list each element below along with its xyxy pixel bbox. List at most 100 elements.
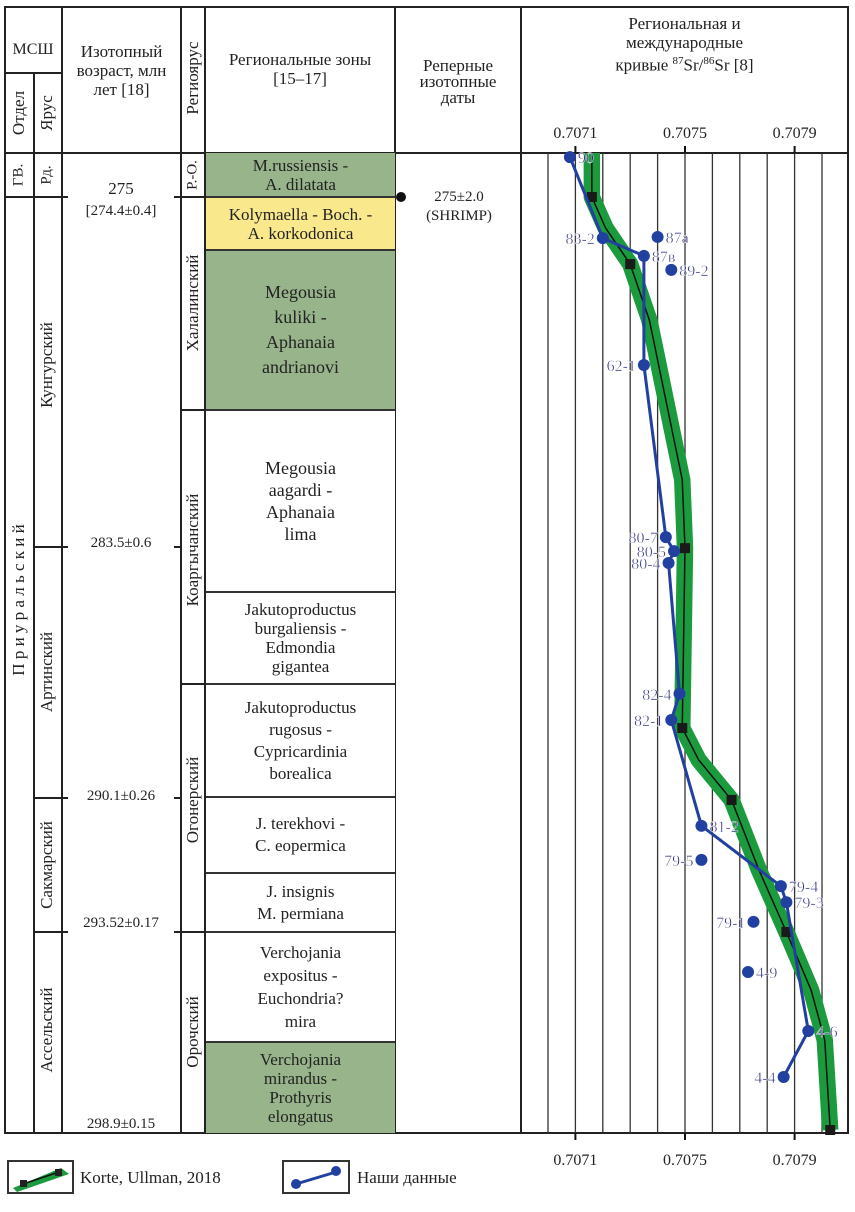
- header-age: Изотопный возраст, млн лет [18]: [76, 42, 167, 99]
- header-yarus: Ярус: [37, 95, 56, 131]
- boundary-line: [4, 196, 62, 198]
- age-274-4: [274.4±0.4]: [85, 203, 157, 219]
- age-tick: [62, 797, 68, 799]
- age-tick: [174, 546, 180, 548]
- regioyarus-koargychansky: Коаргычанский: [183, 493, 202, 607]
- frame-top: [4, 6, 849, 8]
- age-tick: [62, 546, 68, 548]
- header-bottom-line: [4, 152, 849, 154]
- header-zones: Региональные зоны [15–17]: [228, 50, 372, 88]
- our-data-point: [665, 714, 678, 727]
- korte-marker: [625, 259, 636, 270]
- header-otdel: Отдел: [9, 90, 28, 136]
- legend-ours-icon: [291, 1166, 341, 1189]
- age-293-52: 293.52±0.17: [83, 915, 159, 931]
- zone-cell: Megousia kuliki - Aphanaia andrianovi: [206, 251, 395, 411]
- boundary-line: [33, 797, 62, 799]
- point-label: 79-3: [794, 895, 823, 912]
- col-line: [204, 6, 206, 1134]
- legend-korte-icon: [13, 1168, 69, 1192]
- reference-date-value: 275±2.0: [434, 189, 484, 205]
- our-data-point: [563, 151, 576, 164]
- point-label: 82-4: [642, 687, 671, 704]
- header-mssh: МСШ: [12, 41, 54, 58]
- boundary-line: [33, 546, 62, 548]
- yarus-kungursky: Кунгурский: [37, 322, 56, 408]
- boundary-line: [180, 196, 206, 198]
- legend-ours-swatch: [282, 1160, 350, 1194]
- point-label: 82-1: [634, 713, 663, 730]
- korte-marker: [825, 1125, 836, 1136]
- point-label: 87а: [666, 230, 689, 247]
- reference-date-marker: [396, 192, 406, 202]
- zone-cell: Verchojania mirandus - Prothyris elongat…: [206, 1043, 395, 1133]
- age-tick: [174, 797, 180, 799]
- x-tick-label-bottom: 0.7075: [663, 1152, 707, 1169]
- text: Sr/: [683, 55, 704, 75]
- our-data-point: [662, 556, 675, 569]
- point-label: 90: [578, 150, 594, 167]
- x-tick-label-top: 0.7071: [553, 125, 597, 142]
- regioyarus-orochsky: Орочский: [183, 996, 202, 1068]
- our-data-point: [695, 853, 708, 866]
- point-label: 80-7: [628, 530, 657, 547]
- x-tick-label-bottom: 0.7079: [773, 1152, 817, 1169]
- regioyarus-khalalinsky: Халалинский: [183, 254, 202, 352]
- point-label: 83-2: [565, 231, 594, 248]
- frame-bottom: [4, 1132, 849, 1134]
- zone-cell: Megousia aagardi - Aphanaia lima: [206, 411, 395, 593]
- col-line: [61, 6, 63, 1134]
- sr-isotope-chart: 0.7071 0.7071 0.7075 0.7075 0.7079 0.7079 90 83…: [547, 125, 839, 1169]
- age-275: 275: [108, 179, 134, 198]
- x-tick-label-top: 0.7079: [773, 125, 817, 142]
- col-line: [4, 6, 6, 1134]
- our-data-point: [596, 232, 609, 245]
- col-line: [394, 6, 396, 1134]
- our-data-point: [747, 915, 760, 928]
- col-line: [180, 6, 182, 1134]
- age-283-5: 283.5±0.6: [90, 535, 152, 551]
- x-tick-label-bottom: 0.7071: [553, 1152, 597, 1169]
- zone-cell: M.russiensis - A. dilatata: [206, 153, 395, 198]
- point-label: 79-1: [716, 915, 745, 932]
- our-data-point: [659, 531, 672, 544]
- point-label: 4-4: [754, 1070, 775, 1087]
- legend-korte-label: Korte, Ullman, 2018: [80, 1168, 221, 1187]
- zone-cell: Kolymaella - Boch. - A. korkodonica: [206, 198, 395, 251]
- point-label: 79-4: [789, 879, 818, 896]
- age-tick: [62, 196, 68, 198]
- x-tick-label-top: 0.7075: [663, 125, 707, 142]
- point-label: 81-2: [709, 819, 738, 836]
- yarus-artinsky: Артинский: [37, 631, 56, 713]
- age-tick: [62, 931, 68, 933]
- text: кривые: [615, 55, 673, 75]
- point-label: 80-5: [637, 544, 666, 561]
- header-dates: Реперные изотопные даты: [419, 56, 497, 107]
- point-label: 87в: [652, 249, 676, 266]
- korte-marker: [680, 543, 690, 554]
- col-line: [847, 6, 849, 1134]
- regioyarus-ro: Р.-О.: [184, 160, 201, 190]
- korte-marker: [586, 192, 597, 202]
- point-label: 79-5: [664, 853, 693, 870]
- otdel-priuralsky: П р и у р а л ь с к и й: [9, 524, 28, 676]
- zone-cell: Jakutoproductus burgaliensis - Edmondia …: [206, 593, 395, 685]
- legend-korte-swatch: [7, 1160, 74, 1194]
- our-data-point: [665, 263, 678, 276]
- age-tick: [174, 931, 180, 933]
- our-data-point: [673, 687, 686, 700]
- col-line: [520, 6, 522, 1134]
- yarus-asselsky: Ассельский: [37, 987, 56, 1073]
- korte-marker: [781, 927, 792, 937]
- yarus-rd: Рд.: [38, 165, 55, 185]
- our-data-point: [774, 880, 787, 893]
- point-label: 62-1: [607, 358, 636, 375]
- age-298-9: 298.9±0.15: [86, 1116, 156, 1132]
- zone-cell: Verchojania expositus - Euchondria? mira: [206, 933, 395, 1043]
- header-curves-line: международные: [625, 33, 744, 52]
- age-tick: [174, 196, 180, 198]
- our-data-point: [637, 249, 650, 262]
- legend-ours-label: Наши данные: [357, 1168, 457, 1187]
- boundary-line: [33, 931, 62, 933]
- point-label: 80-4: [631, 556, 660, 573]
